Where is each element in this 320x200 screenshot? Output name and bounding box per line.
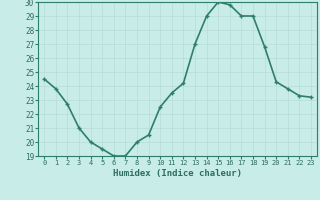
X-axis label: Humidex (Indice chaleur): Humidex (Indice chaleur) bbox=[113, 169, 242, 178]
